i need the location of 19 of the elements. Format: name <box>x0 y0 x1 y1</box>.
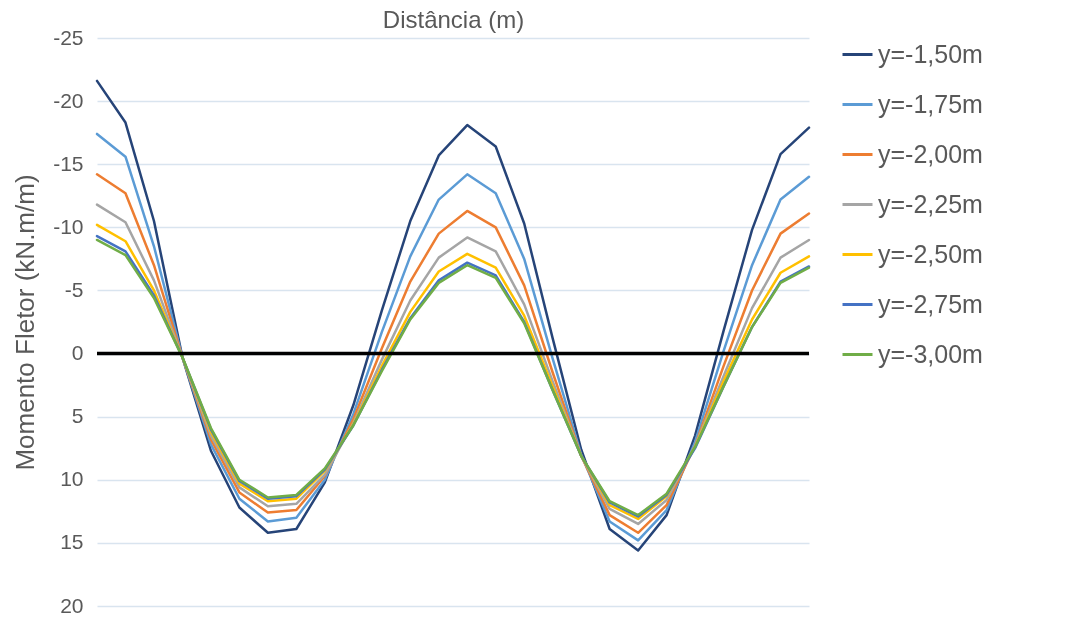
y-tick-label: 15 <box>60 530 84 554</box>
legend-label: y=-1,75m <box>878 89 983 118</box>
legend-label: y=-3,00m <box>878 339 983 368</box>
y-tick-label: -20 <box>53 88 84 112</box>
y-tick-label: -25 <box>53 25 84 49</box>
y-tick-label: -15 <box>53 151 84 175</box>
y-tick-label: -10 <box>53 214 84 238</box>
y-axis-title: Momento Fletor (kN.m/m) <box>10 174 41 471</box>
legend-label: y=-2,25m <box>878 189 983 218</box>
y-tick-label: -5 <box>64 277 84 301</box>
legend-label: y=-2,00m <box>878 139 983 168</box>
legend-label: y=-2,75m <box>878 289 983 318</box>
y-tick-label: 5 <box>71 404 84 428</box>
y-tick-label: 20 <box>60 593 84 617</box>
legend-label: y=-1,50m <box>878 39 983 68</box>
y-tick-label: 10 <box>60 467 84 491</box>
legend-label: y=-2,50m <box>878 239 983 268</box>
x-axis-title: Distância (m) <box>382 5 525 33</box>
y-tick-label: 0 <box>71 341 84 365</box>
